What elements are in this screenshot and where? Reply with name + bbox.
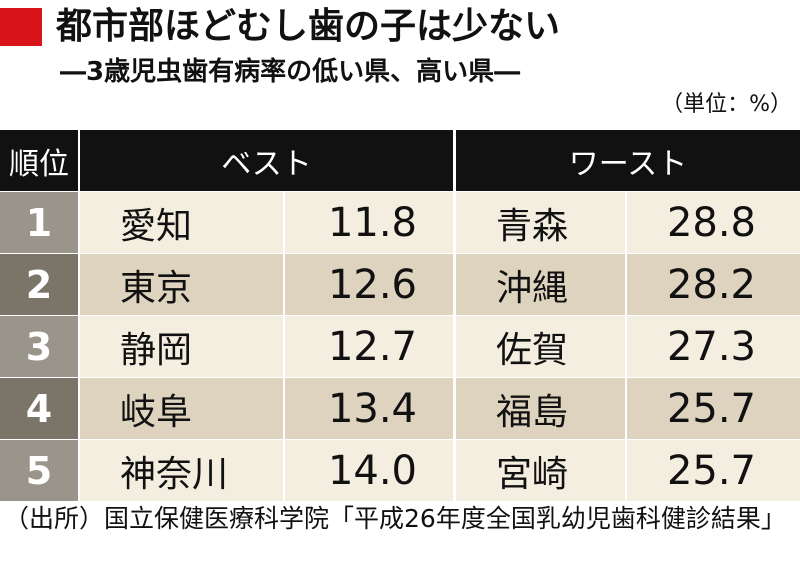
subtitle: ―3歳児虫歯有病率の低い県、高い県― — [60, 57, 521, 87]
table-row: 3 静岡 12.7 佐賀 27.3 — [0, 315, 800, 377]
best-value: 12.6 — [283, 254, 453, 315]
header-cell: ワースト — [453, 130, 800, 191]
worst-value: 28.2 — [625, 254, 800, 315]
unit: （単位：%） — [661, 92, 792, 117]
rank-cell: 2 — [0, 254, 80, 315]
table-row: 5 神奈川 14.0 宮崎 25.7 — [0, 439, 800, 501]
worst-value: 27.3 — [625, 316, 800, 377]
header-cell: 順位 — [0, 130, 80, 191]
worst-value: 28.8 — [625, 192, 800, 253]
worst-name: 宮崎 — [453, 440, 625, 501]
best-value: 11.8 — [283, 192, 453, 253]
header-row: 順位 ベスト ワースト — [0, 130, 800, 191]
table-row: 2 東京 12.6 沖縄 28.2 — [0, 253, 800, 315]
worst-name: 福島 — [453, 378, 625, 439]
best-value: 14.0 — [283, 440, 453, 501]
rank-cell: 5 — [0, 440, 80, 501]
worst-name: 佐賀 — [453, 316, 625, 377]
best-name: 東京 — [80, 254, 283, 315]
best-name: 神奈川 — [80, 440, 283, 501]
best-name: 岐阜 — [80, 378, 283, 439]
worst-value: 25.7 — [625, 440, 800, 501]
worst-name: 青森 — [453, 192, 625, 253]
header-cell: ベスト — [80, 130, 453, 191]
worst-value: 25.7 — [625, 378, 800, 439]
rank-cell: 1 — [0, 192, 80, 253]
title: 都市部ほどむし歯の子は少ない — [56, 6, 561, 47]
best-name: 静岡 — [80, 316, 283, 377]
rank-cell: 4 — [0, 378, 80, 439]
table: 順位 ベスト ワースト 1 愛知 11.8 青森 28.8 2 東京 12.6 沖縄 28.2 3 静… — [0, 130, 800, 501]
table-row: 1 愛知 11.8 青森 28.8 — [0, 191, 800, 253]
source: （出所）国立保健医療科学院「平成26年度全国乳幼児歯科健診結果」 — [4, 504, 786, 533]
worst-name: 沖縄 — [453, 254, 625, 315]
rank-cell: 3 — [0, 316, 80, 377]
title-mark — [0, 8, 42, 46]
best-value: 12.7 — [283, 316, 453, 377]
best-value: 13.4 — [283, 378, 453, 439]
best-name: 愛知 — [80, 192, 283, 253]
table-row: 4 岐阜 13.4 福島 25.7 — [0, 377, 800, 439]
